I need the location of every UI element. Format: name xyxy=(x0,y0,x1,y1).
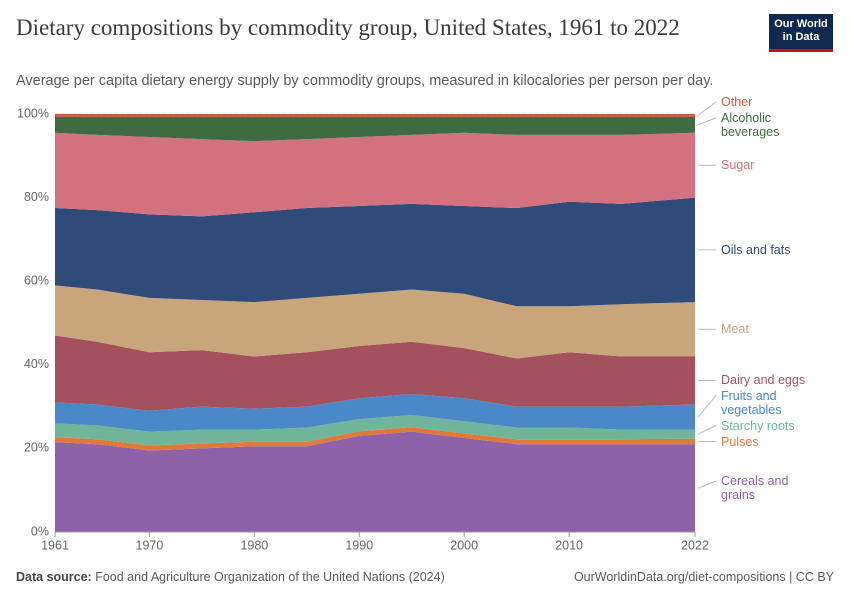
source-label: Data source: xyxy=(16,570,92,584)
y-tick-label: 80% xyxy=(24,190,49,204)
x-tick-label: 1970 xyxy=(136,538,164,552)
source: Food and Agriculture Organization of the… xyxy=(95,570,445,584)
y-tick-label: 20% xyxy=(24,441,49,455)
y-tick-label: 100% xyxy=(17,106,49,120)
y-tick-label: 40% xyxy=(24,357,49,371)
area xyxy=(55,394,695,432)
label-connector xyxy=(697,425,717,435)
x-tick-label: 2010 xyxy=(555,538,583,552)
footer-link[interactable]: OurWorldinData.org/diet-compositions | C… xyxy=(573,570,834,584)
area xyxy=(55,335,695,411)
series-label: Oils and fats xyxy=(721,242,791,257)
logo[interactable]: Our World in Data xyxy=(769,14,833,52)
x-tick-label: 1980 xyxy=(240,538,268,552)
area xyxy=(55,285,695,359)
area xyxy=(55,114,695,117)
area xyxy=(55,132,695,217)
chart-subtitle: Average per capita dietary energy supply… xyxy=(16,73,714,89)
x-tick-label: 1961 xyxy=(41,538,69,552)
series-label: Cereals and grains xyxy=(721,474,789,503)
series-label: Sugar xyxy=(721,158,755,173)
area xyxy=(55,197,695,307)
area xyxy=(55,427,695,451)
series-label: Fruits and vegetables xyxy=(721,388,782,417)
x-tick-label: 2022 xyxy=(681,538,709,552)
label-connector xyxy=(697,480,717,489)
y-tick-label: 60% xyxy=(24,273,49,287)
x-tick-label: 2000 xyxy=(450,538,478,552)
area xyxy=(55,414,695,446)
series-label: Dairy and eggs xyxy=(721,373,806,388)
area xyxy=(55,431,695,532)
series-label: Alcoholic beverages xyxy=(721,110,780,139)
chart-title: Dietary compositions by commodity group,… xyxy=(16,15,680,40)
label-connector xyxy=(697,395,717,418)
series-label: Starchy roots xyxy=(721,418,795,433)
label-connector xyxy=(697,117,717,126)
series-label: Meat xyxy=(721,322,749,337)
label-connector xyxy=(697,101,717,116)
y-tick-label: 0% xyxy=(31,524,49,538)
x-tick-label: 1990 xyxy=(345,538,373,552)
series-label: Pulses xyxy=(721,434,759,449)
footer-source: Data source: Food and Agriculture Organi… xyxy=(16,570,445,584)
area xyxy=(55,116,695,142)
series-label: Other xyxy=(721,94,753,109)
